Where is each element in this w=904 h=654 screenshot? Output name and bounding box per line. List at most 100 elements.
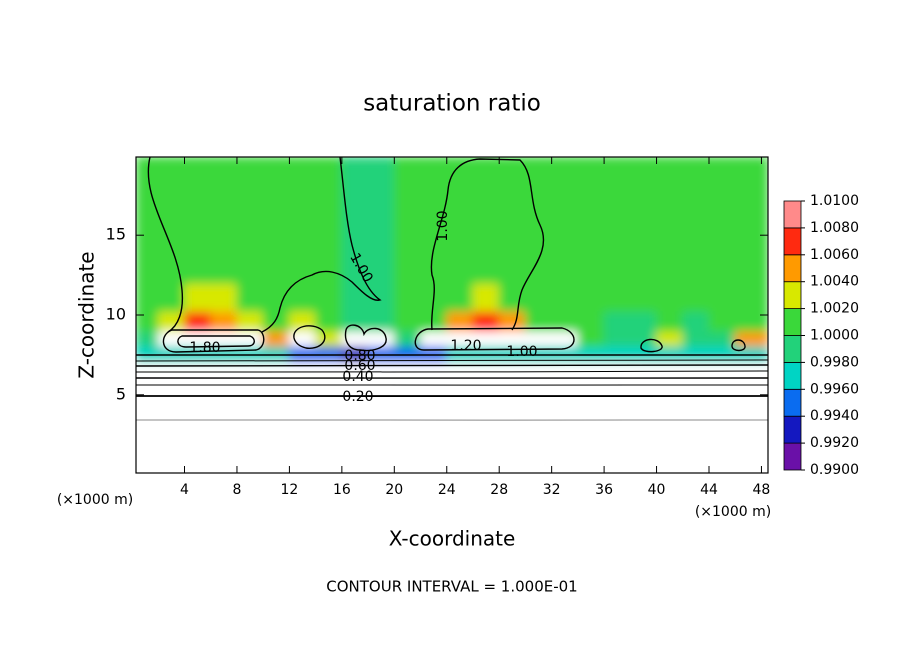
- colorbar: 0.9900 0.9920 0.9940 0.9960 0.9980 1.0000 1.00…: [783, 193, 859, 478]
- field-cell: [708, 282, 736, 312]
- field-cell: [603, 330, 631, 347]
- field-cell: [393, 250, 422, 284]
- field-cell: [236, 390, 264, 436]
- field-cell: [236, 361, 264, 392]
- field-cell: [498, 390, 526, 436]
- field-cell: [341, 157, 369, 188]
- x-tick-label: 12: [280, 482, 298, 498]
- field-cell: [184, 282, 212, 312]
- field-cell: [603, 218, 631, 252]
- field-cell: [603, 282, 631, 312]
- field-cell: [524, 310, 553, 332]
- field-cell: [708, 330, 736, 347]
- field-cell: [472, 157, 500, 188]
- x-tick-label: 48: [753, 482, 771, 498]
- contour-label: 0.20: [342, 389, 373, 405]
- x-tick-label: 28: [490, 482, 508, 498]
- field-cell: [367, 330, 395, 347]
- x-tick-label: 20: [385, 482, 403, 498]
- field-cell: [393, 157, 422, 188]
- y-tick-label: 5: [116, 384, 126, 403]
- field-cell: [341, 218, 369, 252]
- field-cell: [262, 157, 290, 188]
- field-cell: [629, 282, 658, 312]
- field-cell: [656, 282, 684, 312]
- field-cell: [656, 186, 684, 220]
- field-cell: [341, 434, 369, 473]
- field-cell: [577, 282, 605, 312]
- field-cell: [136, 330, 159, 347]
- field-cell: [734, 434, 768, 473]
- field-cell: [210, 186, 238, 220]
- field-cell: [734, 186, 768, 220]
- field-cell: [682, 218, 710, 252]
- field-cell: [551, 361, 579, 392]
- field-cell: [236, 282, 264, 312]
- field-cell: [446, 361, 474, 392]
- field-cell: [603, 157, 631, 188]
- field-cell: [288, 218, 317, 252]
- field-cell: [157, 390, 186, 436]
- contour-label: 0.60: [344, 358, 375, 374]
- field-cell: [656, 361, 684, 392]
- field-cell: [577, 330, 605, 347]
- field-cell: [288, 434, 317, 473]
- field-cell: [341, 282, 369, 312]
- field-cell: [708, 434, 736, 473]
- field-cell: [210, 310, 238, 332]
- field-cell: [420, 361, 448, 392]
- field-cell: [446, 157, 474, 188]
- field-cell: [524, 157, 553, 188]
- field-cell: [184, 250, 212, 284]
- field-cell: [498, 434, 526, 473]
- field-cell: [157, 186, 186, 220]
- field-cell: [551, 218, 579, 252]
- field-cell: [472, 434, 500, 473]
- field-cell: [551, 310, 579, 332]
- field-cell: [682, 345, 710, 363]
- field-cell: [656, 434, 684, 473]
- field-cell: [603, 345, 631, 363]
- field-cell: [682, 390, 710, 436]
- field-cell: [682, 282, 710, 312]
- colorbar-band: [783, 442, 802, 471]
- contour-line: [136, 364, 768, 367]
- field-cell: [236, 218, 264, 252]
- x-tick-label: 32: [543, 482, 561, 498]
- field-cell: [315, 330, 343, 347]
- colorbar-band: [783, 281, 802, 310]
- contour-line: [261, 157, 382, 333]
- field-cell: [136, 310, 159, 332]
- field-cell: [734, 390, 768, 436]
- field-cell: [341, 310, 369, 332]
- field-cell: [656, 250, 684, 284]
- field-cell: [682, 186, 710, 220]
- field-cell: [393, 361, 422, 392]
- colorbar-band: [783, 415, 802, 444]
- field-cell: [210, 390, 238, 436]
- field-cell: [524, 186, 553, 220]
- field-cell: [210, 330, 238, 347]
- x-tick-label: 40: [648, 482, 666, 498]
- contour-label: 1.00: [506, 344, 537, 360]
- field-cell: [551, 186, 579, 220]
- field-cell: [498, 186, 526, 220]
- field-cell: [184, 345, 212, 363]
- field-cell: [157, 345, 186, 363]
- field-cell: [393, 345, 422, 363]
- colorbar-label: 1.0000: [810, 328, 859, 344]
- field-cell: [210, 157, 238, 188]
- colorbar-label: 1.0040: [810, 274, 859, 290]
- field-cell: [734, 157, 768, 188]
- colorbar-label: 0.9940: [810, 408, 859, 424]
- field-cell: [446, 310, 474, 332]
- field-cell: [315, 157, 343, 188]
- field-cell: [367, 310, 395, 332]
- field-cell: [708, 218, 736, 252]
- contour-line: [293, 325, 326, 349]
- colorbar-label: 1.0060: [810, 247, 859, 263]
- field-cell: [629, 330, 658, 347]
- field-cell: [420, 390, 448, 436]
- field-cell: [551, 390, 579, 436]
- x-tick-label: 24: [438, 482, 456, 498]
